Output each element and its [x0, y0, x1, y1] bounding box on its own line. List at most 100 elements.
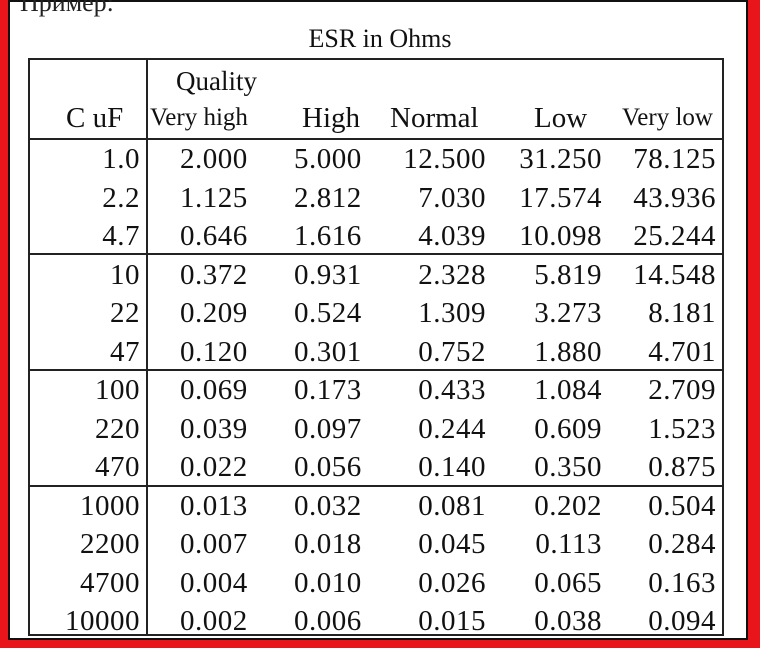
very-high-cell: 0.372 [180, 258, 248, 291]
partial-heading: Пример: [20, 0, 114, 17]
table-row: 220 0.039 0.097 0.244 0.609 1.523 [30, 410, 722, 449]
low-cell: 3.273 [534, 297, 602, 329]
capacitance-cell: 10 [110, 258, 140, 291]
very-high-cell: 0.209 [180, 297, 248, 329]
very-high-cell: 0.002 [180, 605, 248, 637]
low-cell: 1.084 [534, 374, 602, 406]
high-cell: 0.056 [294, 451, 362, 483]
low-cell: 17.574 [519, 181, 602, 214]
low-cell: 0.350 [534, 451, 602, 483]
normal-cell: 1.309 [418, 297, 486, 329]
table-row: 470 0.022 0.056 0.140 0.350 0.875 [30, 448, 722, 487]
capacitance-cell: 4700 [80, 566, 140, 599]
low-cell: 5.819 [534, 258, 602, 291]
very-high-cell: 0.039 [180, 412, 248, 445]
very-low-cell: 78.125 [633, 143, 716, 175]
normal-cell: 0.026 [418, 566, 486, 599]
very-high-cell: 0.007 [180, 528, 248, 560]
low-cell: 0.038 [534, 605, 602, 637]
table-row: 1.0 2.000 5.000 12.500 31.250 78.125 [30, 140, 722, 179]
quality-header: Quality [176, 66, 257, 96]
group-divider [30, 485, 722, 487]
normal-cell: 0.244 [418, 412, 486, 445]
capacitance-cell: 1000 [80, 489, 140, 522]
high-cell: 1.616 [294, 220, 362, 252]
very-low-cell: 0.504 [648, 489, 716, 522]
capacitance-cell: 10000 [65, 605, 140, 637]
normal-cell: 0.081 [418, 489, 486, 522]
normal-cell: 7.030 [418, 181, 486, 214]
very-high-cell: 2.000 [180, 143, 248, 175]
high-cell: 0.032 [294, 489, 362, 522]
normal-cell: 12.500 [403, 143, 486, 175]
very-low-cell: 43.936 [633, 181, 716, 214]
normal-cell: 0.140 [418, 451, 486, 483]
capacitance-cell: 470 [95, 451, 140, 483]
very-low-cell: 8.181 [648, 297, 716, 329]
capacitance-cell: 4.7 [102, 220, 140, 252]
table-header: Quality C uF Very high High Normal Low V… [30, 60, 722, 138]
table-caption: ESR in Ohms [308, 24, 452, 53]
very-high-cell: 0.022 [180, 451, 248, 483]
table-body: 1.0 2.000 5.000 12.500 31.250 78.125 2.2 1.125 2… [30, 140, 722, 641]
high-cell: 0.301 [294, 335, 362, 368]
high-cell: 0.097 [294, 412, 362, 445]
high-cell: 0.524 [294, 297, 362, 329]
header-high: High [302, 102, 360, 134]
document-frame: Пример: ESR in Ohms Quality C uF Very hi… [8, 0, 748, 640]
capacitance-cell: 22 [110, 297, 140, 329]
table-row: 1000 0.013 0.032 0.081 0.202 0.504 [30, 487, 722, 526]
table-row: 47 0.120 0.301 0.752 1.880 4.701 [30, 333, 722, 372]
table-row: 100 0.069 0.173 0.433 1.084 2.709 [30, 371, 722, 410]
very-low-cell: 0.284 [648, 528, 716, 560]
very-low-cell: 4.701 [648, 335, 716, 368]
very-low-cell: 0.094 [648, 605, 716, 637]
high-cell: 0.006 [294, 605, 362, 637]
very-high-cell: 0.004 [180, 566, 248, 599]
high-cell: 0.010 [294, 566, 362, 599]
low-cell: 31.250 [519, 143, 602, 175]
capacitance-cell: 47 [110, 335, 140, 368]
low-cell: 0.202 [534, 489, 602, 522]
high-cell: 0.018 [294, 528, 362, 560]
very-low-cell: 0.163 [648, 566, 716, 599]
normal-cell: 0.433 [418, 374, 486, 406]
esr-table: Quality C uF Very high High Normal Low V… [28, 58, 724, 637]
low-cell: 0.065 [534, 566, 602, 599]
low-cell: 0.113 [535, 528, 602, 560]
capacitance-cell: 100 [95, 374, 140, 406]
capacitance-cell: 220 [95, 412, 140, 445]
very-low-cell: 2.709 [648, 374, 716, 406]
table-row: 4.7 0.646 1.616 4.039 10.098 25.244 [30, 217, 722, 256]
normal-cell: 2.328 [418, 258, 486, 291]
normal-cell: 0.015 [418, 605, 486, 637]
column-divider [146, 60, 148, 634]
very-low-cell: 14.548 [633, 258, 716, 291]
very-high-cell: 0.646 [180, 220, 248, 252]
high-cell: 2.812 [294, 181, 362, 214]
table-row: 2.2 1.125 2.812 7.030 17.574 43.936 [30, 179, 722, 218]
normal-cell: 0.045 [418, 528, 486, 560]
capacitance-cell: 2200 [80, 528, 140, 560]
header-divider [30, 138, 722, 140]
normal-cell: 0.752 [418, 335, 486, 368]
header-very-low: Very low [622, 104, 713, 131]
high-cell: 0.931 [294, 258, 362, 291]
very-high-cell: 0.120 [180, 335, 248, 368]
capacitance-cell: 1.0 [102, 143, 140, 175]
table-row: 2200 0.007 0.018 0.045 0.113 0.284 [30, 525, 722, 564]
normal-cell: 4.039 [418, 220, 486, 252]
table-row: 4700 0.004 0.010 0.026 0.065 0.163 [30, 564, 722, 603]
very-low-cell: 0.875 [648, 451, 716, 483]
very-high-cell: 0.069 [180, 374, 248, 406]
group-divider [30, 253, 722, 255]
table-row: 22 0.209 0.524 1.309 3.273 8.181 [30, 294, 722, 333]
table-row: 10000 0.002 0.006 0.015 0.038 0.094 [30, 602, 722, 641]
very-high-cell: 1.125 [180, 181, 248, 214]
low-cell: 1.880 [534, 335, 602, 368]
low-cell: 0.609 [534, 412, 602, 445]
group-divider [30, 369, 722, 371]
high-cell: 5.000 [294, 143, 362, 175]
header-very-high: Very high [150, 104, 248, 131]
header-capacitance: C uF [66, 102, 124, 134]
